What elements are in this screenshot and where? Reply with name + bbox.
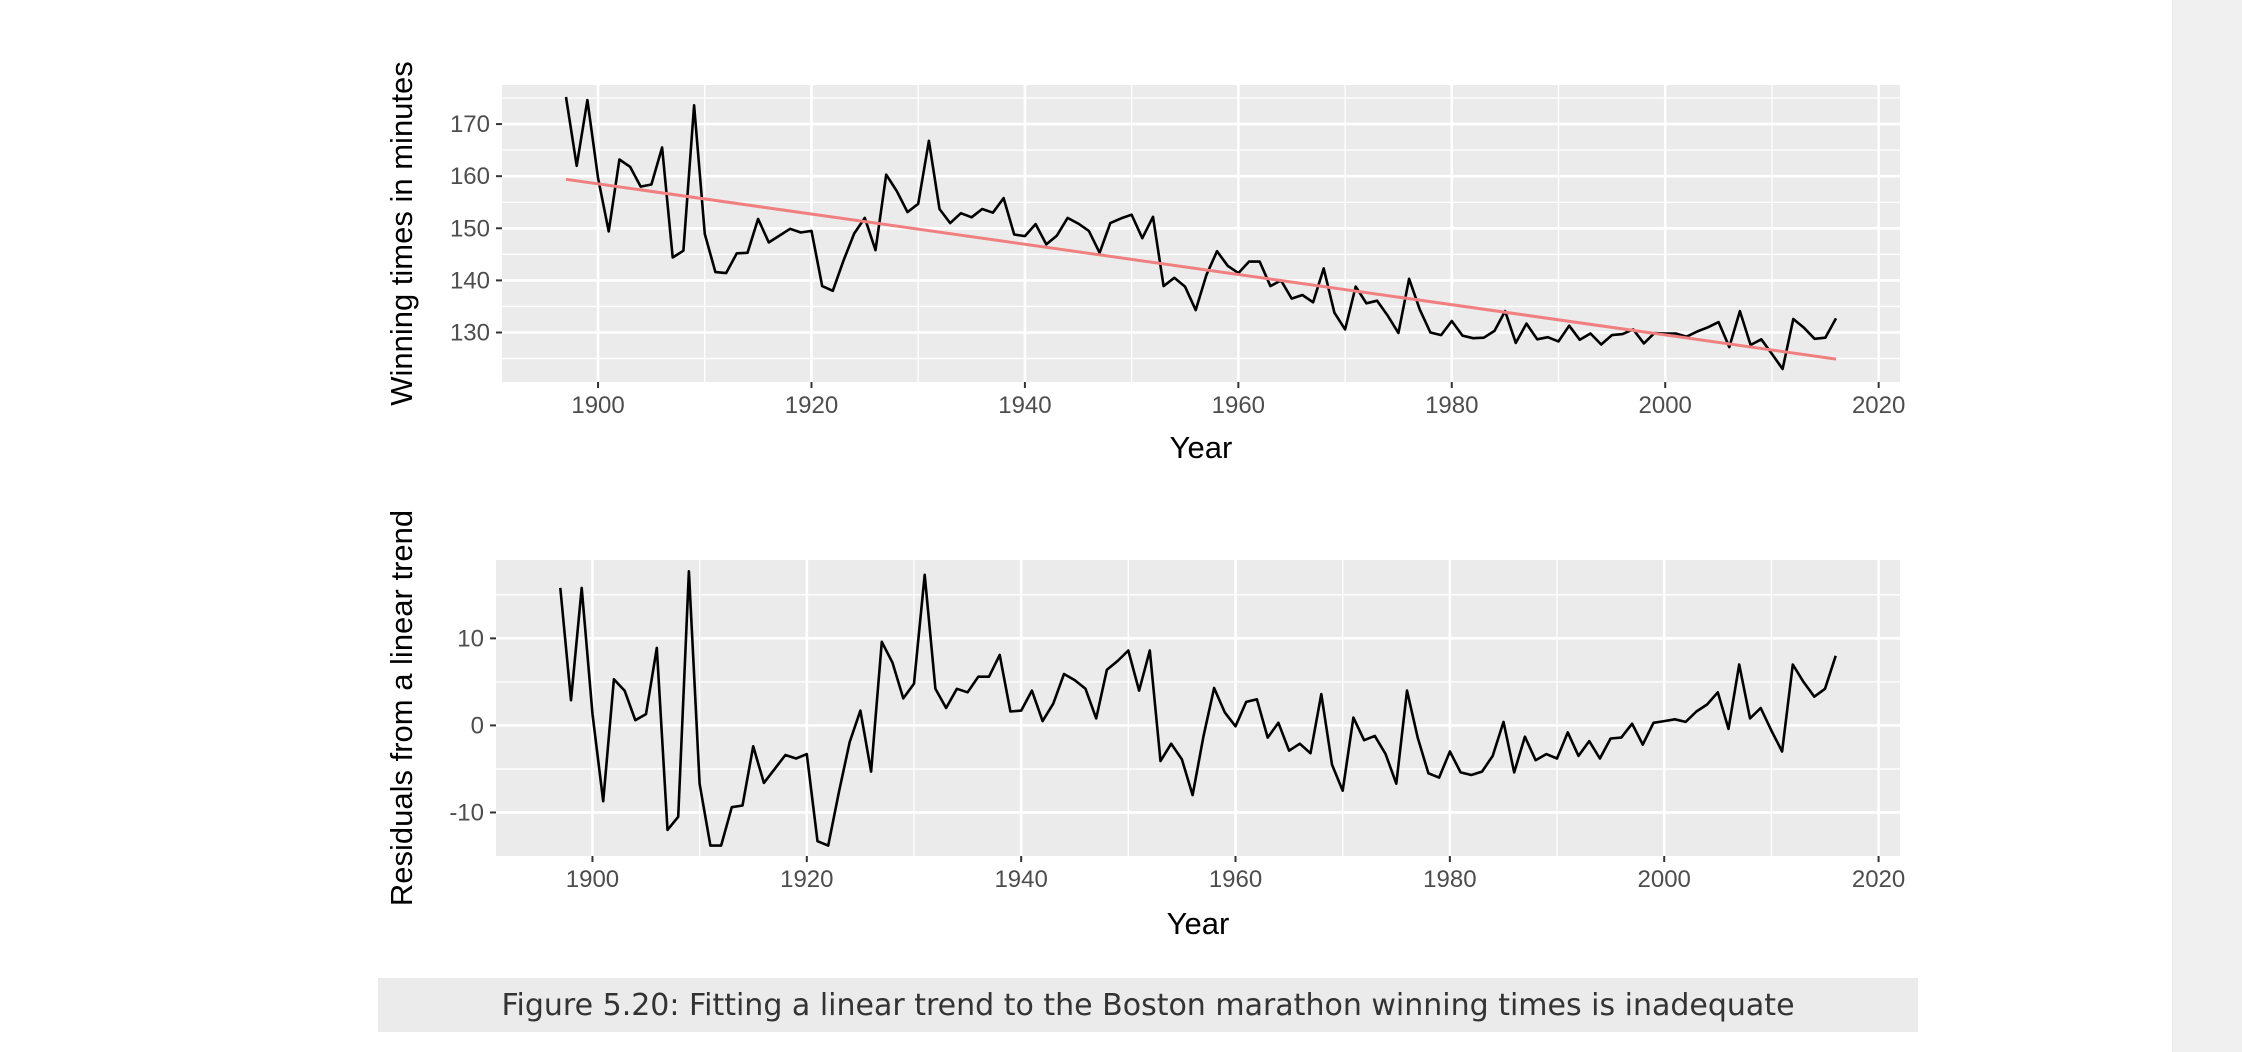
figure-caption: Figure 5.20: Fitting a linear trend to t…	[378, 978, 1918, 1032]
x-tick-label: 1900	[571, 392, 624, 419]
x-tick-label: 1980	[1423, 866, 1476, 893]
x-tick-label: 2020	[1852, 392, 1905, 419]
x-tick-label: 1920	[785, 392, 838, 419]
x-tick-label: 2020	[1852, 866, 1905, 893]
bottom-chart: 1900 1920 1940 1960 1980 2000 2020 -10 0 10 Year Re…	[384, 510, 1905, 941]
y-tick-label: 130	[450, 320, 490, 347]
y-axis-title: Winning times in minutes	[384, 61, 419, 406]
x-tick-label: 1980	[1425, 392, 1478, 419]
top-chart: 1900 1920 1940 1960 1980 2000 2020 130 140 150 160…	[384, 61, 1905, 465]
x-axis-title: Year	[1170, 430, 1233, 465]
x-tick-label: 1940	[998, 392, 1051, 419]
y-tick-label: 170	[450, 111, 490, 138]
y-tick-label: 160	[450, 163, 490, 190]
y-tick-label: 140	[450, 267, 490, 294]
x-tick-label: 1900	[566, 866, 619, 893]
plot-panel	[496, 560, 1900, 856]
x-tick-label: 1960	[1209, 866, 1262, 893]
x-tick-label: 2000	[1639, 392, 1692, 419]
y-tick-label: 0	[471, 712, 484, 739]
y-axis-title: Residuals from a linear trend	[384, 510, 419, 906]
x-tick-label: 1960	[1212, 392, 1265, 419]
x-axis-title: Year	[1167, 906, 1230, 941]
y-tick-label: 150	[450, 215, 490, 242]
scrollbar-track[interactable]	[2172, 0, 2242, 1052]
y-tick-label: -10	[449, 799, 484, 826]
series-line	[564, 96, 1838, 371]
series-line	[559, 569, 1837, 847]
linear-trend-line	[565, 177, 1837, 361]
x-tick-label: 1920	[780, 866, 833, 893]
x-tick-label: 1940	[994, 866, 1047, 893]
x-tick-label: 2000	[1638, 866, 1691, 893]
y-tick-label: 10	[457, 625, 484, 652]
